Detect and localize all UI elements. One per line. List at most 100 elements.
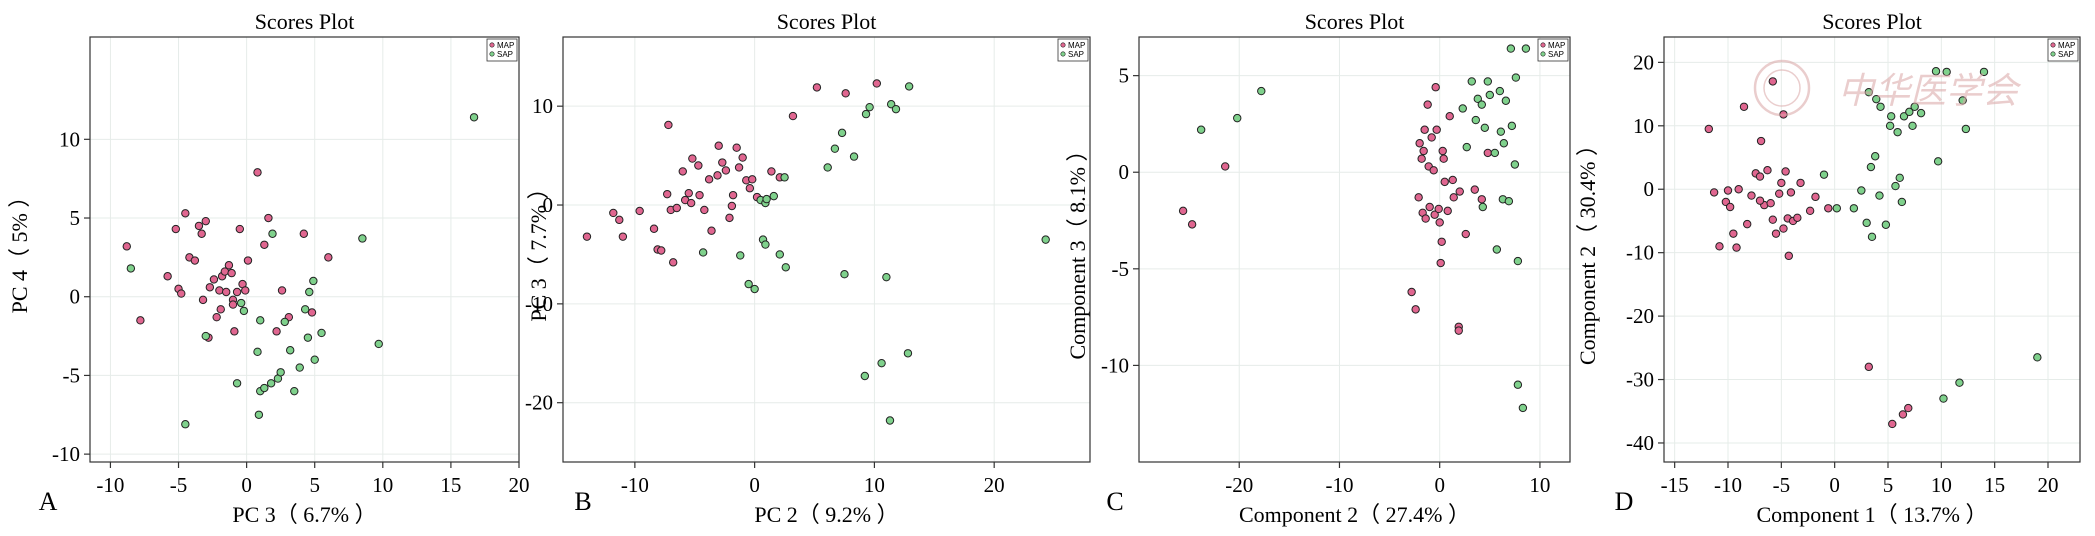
legend-label: SAP (1068, 50, 1084, 59)
data-point-sap (1876, 102, 1885, 111)
data-point-sap (374, 339, 383, 349)
data-point-sap (1485, 90, 1495, 100)
legend-box (1537, 38, 1569, 62)
data-point-map (163, 272, 172, 281)
data-point-map (1187, 220, 1197, 229)
data-point-sap (1518, 403, 1528, 413)
data-point-map (582, 232, 592, 241)
x-tick-label: -10 (621, 473, 649, 497)
data-point-sap (861, 109, 871, 119)
plot-frame (1663, 36, 2081, 463)
legend-box (1057, 38, 1089, 62)
data-point-sap (201, 331, 210, 341)
scores-plot-c: -20 -10 0 10 -10 -5 0 5 Scores Plot Component 2（ … (1065, 9, 1571, 527)
x-tick-label: 20 (2038, 473, 2059, 497)
data-point-map (190, 256, 200, 265)
data-point-sap (1473, 94, 1482, 104)
legend-label: MAP (1068, 41, 1085, 50)
data-point-sap (1933, 157, 1943, 166)
y-tick-label: -10 (525, 292, 553, 316)
data-point-map (788, 111, 798, 121)
data-point-sap (1979, 67, 1989, 77)
data-point-sap (830, 144, 840, 153)
data-point-sap (769, 191, 778, 201)
x-axis-label: Component 2（ 27.4% ） (1239, 502, 1470, 527)
data-point-sap (256, 316, 265, 325)
data-point-map (136, 316, 145, 325)
legend-label: MAP (1548, 41, 1565, 50)
data-point-sap (1875, 191, 1884, 200)
data-point-map (725, 213, 734, 223)
watermark-text: 中华医学会 (1838, 71, 2022, 112)
data-point-sap (303, 333, 313, 342)
data-point-map (1455, 187, 1464, 196)
data-point-sap (1872, 94, 1881, 104)
data-point-sap (886, 100, 896, 109)
data-point-sap (903, 349, 913, 358)
data-point-map (1417, 154, 1426, 163)
data-point-map (1811, 192, 1820, 202)
legend-marker-sap (1540, 51, 1546, 57)
data-point-map (1779, 224, 1788, 233)
data-point-map (748, 175, 757, 184)
data-point-map (688, 154, 697, 163)
data-point-sap (1887, 112, 1896, 121)
data-point-map (678, 167, 687, 176)
data-point-map (230, 327, 239, 336)
y-tick-label: 10 (532, 94, 553, 118)
data-point-sap (823, 163, 832, 172)
panel-letter: C (1106, 487, 1123, 516)
x-tick-label: 15 (440, 473, 461, 497)
data-point-sap (1462, 142, 1471, 152)
data-point-map (694, 161, 703, 170)
data-point-sap (1467, 77, 1476, 86)
data-point-map (1439, 154, 1448, 163)
x-tick-label: 0 (749, 473, 760, 497)
data-point-sap (1867, 232, 1877, 242)
data-point-map (1729, 229, 1738, 238)
data-point-map (1421, 214, 1430, 223)
data-point-map (1461, 229, 1470, 239)
x-axis-label: Component 1（ 13.7% ） (1757, 502, 1988, 527)
data-point-map (684, 188, 693, 198)
data-point-sap (1504, 197, 1514, 206)
x-tick-label: -5 (170, 473, 188, 497)
data-point-map (1221, 162, 1230, 171)
y-tick-label: 0 (1644, 177, 1655, 201)
data-point-map (1739, 102, 1749, 111)
data-point-sap (239, 306, 249, 316)
y-tick-label: 10 (59, 127, 80, 151)
data-point-sap (254, 410, 264, 419)
y-axis-label: Component 2（ 30.4% ） (1575, 134, 1600, 365)
x-tick-label: 10 (1931, 473, 1952, 497)
plot-frame (89, 36, 520, 463)
data-point-sap (1496, 127, 1506, 136)
data-point-map (657, 246, 666, 255)
data-point-map (718, 158, 727, 167)
data-point-map (1430, 210, 1439, 219)
data-point-map (1454, 326, 1463, 335)
data-point-sap (310, 355, 319, 364)
y-axis-label: PC 4（ 5% ） (7, 186, 32, 314)
legend-label: MAP (2058, 41, 2075, 50)
data-point-sap (885, 416, 895, 425)
data-point-map (264, 213, 273, 223)
data-point-map (609, 208, 618, 218)
legend-marker-map (1540, 42, 1546, 48)
x-axis-label: PC 3（ 6.7% ） (232, 502, 376, 527)
data-point-map (1723, 186, 1733, 195)
data-point-map (1431, 83, 1440, 92)
data-point-sap (309, 276, 318, 286)
y-tick-label: 0 (1119, 160, 1130, 184)
data-point-sap (780, 173, 789, 182)
data-point-sap (268, 229, 277, 238)
data-point-map (1415, 139, 1424, 148)
data-point-map (1777, 178, 1786, 188)
data-point-sap (1233, 113, 1242, 123)
data-point-map (1771, 229, 1781, 238)
data-point-sap (1506, 44, 1516, 53)
y-tick-label: 5 (70, 206, 81, 230)
legend-marker-map (2050, 42, 2056, 48)
